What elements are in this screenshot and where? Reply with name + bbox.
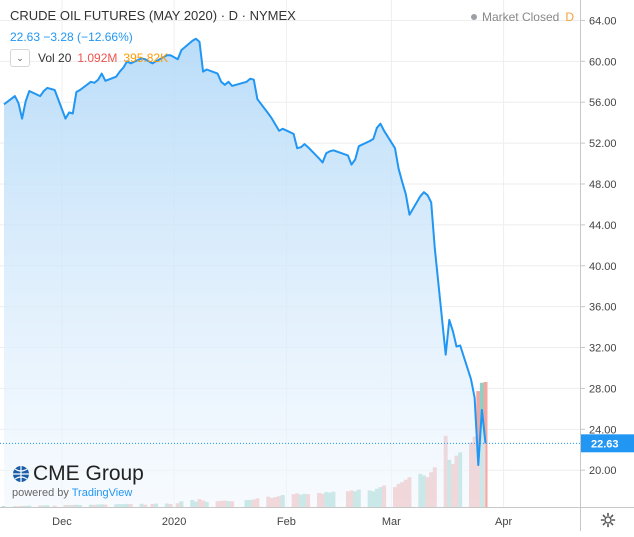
x-tick-label: Feb [277, 516, 296, 528]
price-axis-svg: 20.00 24.00 28.00 32.00 36.00 40.00 44.00 48.00… [581, 15, 634, 477]
last-price-tag [581, 434, 634, 453]
y-tick-label: 40.00 [589, 261, 617, 273]
x-tick-label: Mar [382, 516, 401, 528]
y-tick-label: 56.00 [589, 97, 617, 109]
cme-logo: CME Group [12, 462, 144, 486]
x-tick-label: Apr [495, 516, 512, 528]
market-status-text: Market Closed [481, 10, 560, 24]
y-tick-label: 20.00 [589, 465, 617, 477]
volume-legend: ⌄ Vol 20 1.092M 395.82K [10, 49, 168, 67]
y-tick-label: 32.00 [589, 343, 617, 355]
cme-globe-icon [13, 466, 29, 482]
cme-branding[interactable]: CME Group powered by TradingView [12, 462, 144, 499]
market-status-letter: D [565, 10, 574, 24]
volume-ma-value: 395.82K [123, 51, 169, 65]
x-tick-label: 2020 [162, 516, 186, 528]
powered-by-line: powered by TradingView [12, 487, 144, 499]
price-axis[interactable]: 20.00 24.00 28.00 32.00 36.00 40.00 44.00 48.00… [580, 0, 634, 507]
market-status: Market Closed D [470, 10, 574, 24]
time-axis[interactable]: Dec 2020 Feb Mar Apr [0, 507, 580, 531]
chart-legend: CRUDE OIL FUTURES (MAY 2020) · D · NYMEX [10, 8, 296, 23]
price-line [3, 37, 487, 467]
y-tick-label: 36.00 [589, 302, 617, 314]
tradingview-link[interactable]: TradingView [71, 487, 133, 499]
market-status-dot-icon [470, 14, 477, 20]
price-change-line: 22.63 −3.28 (−12.66%) [10, 30, 133, 44]
y-tick-label: 60.00 [589, 56, 617, 68]
y-tick-label: 48.00 [589, 179, 617, 191]
chart-title: CRUDE OIL FUTURES (MAY 2020) · D · NYMEX [10, 8, 296, 23]
last-price-tag-label: 22.63 [591, 438, 619, 450]
y-tick-label: 28.00 [589, 383, 617, 395]
chart-settings-button[interactable] [580, 507, 634, 531]
cme-logo-text: CME Group [33, 462, 144, 485]
price-chart[interactable] [0, 0, 580, 508]
chart-plot-area[interactable] [0, 0, 580, 508]
powered-by-text: powered by [12, 487, 69, 499]
y-tick-label: 52.00 [589, 138, 617, 150]
volume-label: Vol 20 [38, 51, 72, 65]
volume-value: 1.092M [77, 51, 118, 65]
price-area [4, 38, 486, 508]
y-tick-label: 24.00 [589, 424, 617, 436]
gear-icon [600, 512, 615, 527]
y-tick-label: 64.00 [589, 15, 617, 27]
time-axis-svg: Dec 2020 Feb Mar Apr [52, 516, 512, 528]
legend-collapse-button[interactable]: ⌄ [10, 49, 30, 67]
y-tick-label: 44.00 [589, 220, 617, 232]
x-tick-label: Dec [52, 516, 72, 528]
chevron-down-icon: ⌄ [16, 52, 24, 63]
